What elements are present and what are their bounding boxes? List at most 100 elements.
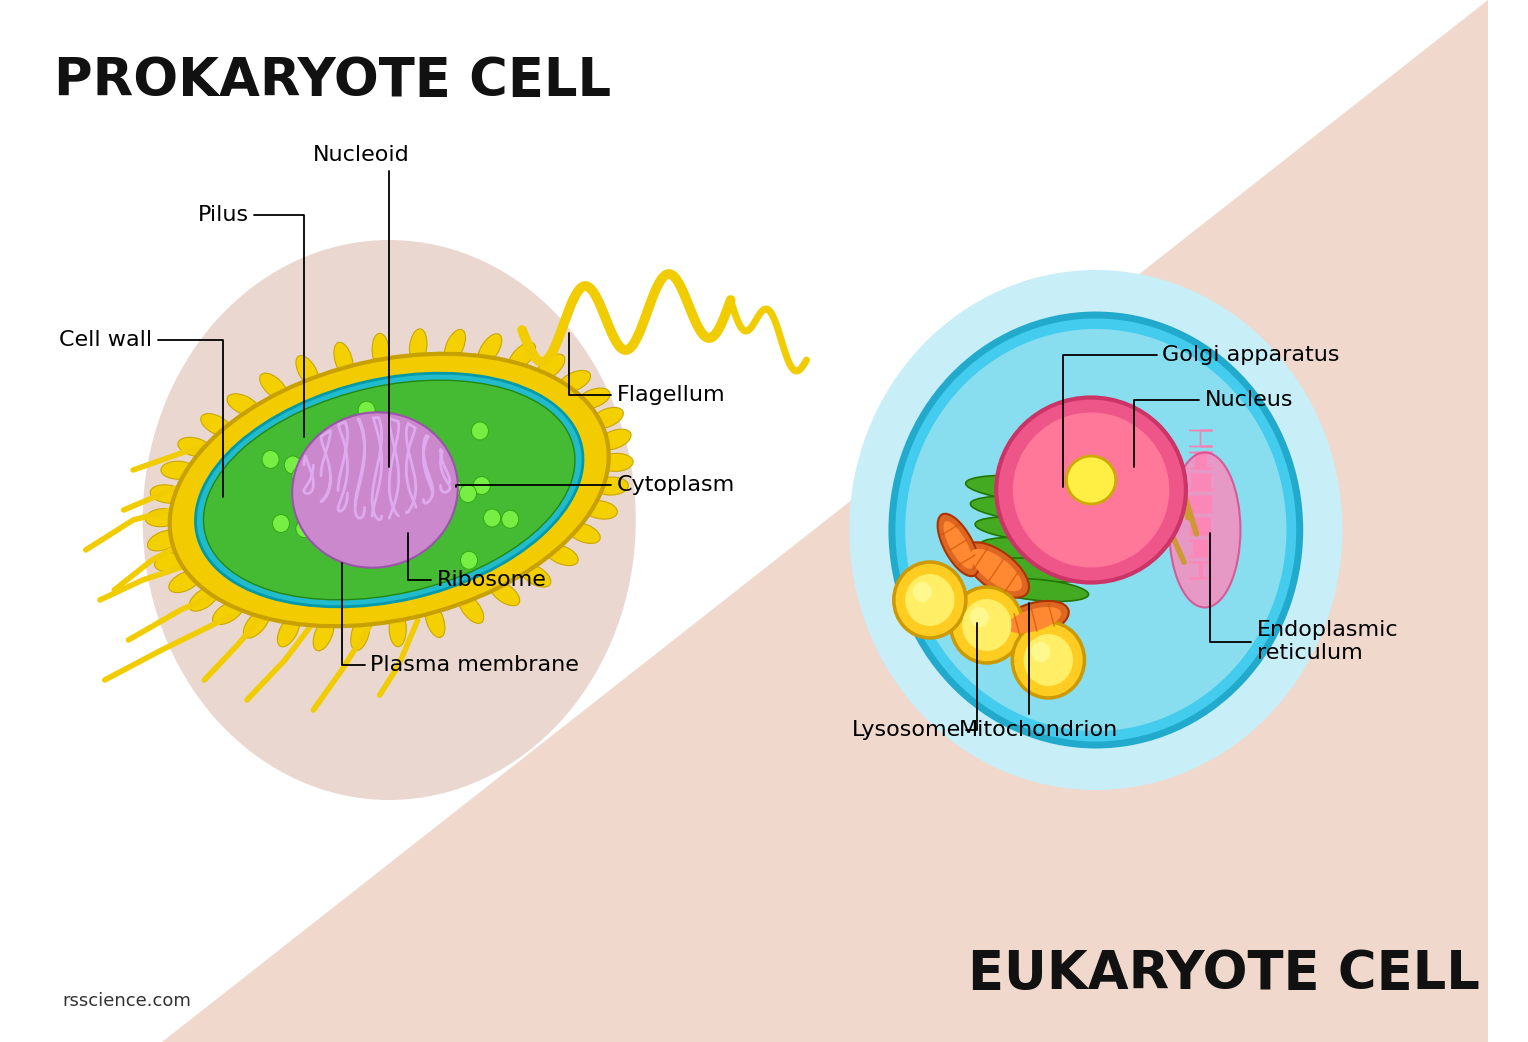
Ellipse shape xyxy=(979,538,1099,563)
Ellipse shape xyxy=(333,342,353,377)
Ellipse shape xyxy=(292,413,458,568)
Circle shape xyxy=(417,485,434,502)
Ellipse shape xyxy=(943,521,973,569)
Circle shape xyxy=(387,513,405,530)
Ellipse shape xyxy=(150,485,185,503)
Text: Golgi apparatus: Golgi apparatus xyxy=(1062,345,1340,488)
Ellipse shape xyxy=(189,587,219,612)
Ellipse shape xyxy=(170,571,200,593)
Ellipse shape xyxy=(578,388,610,408)
Ellipse shape xyxy=(892,315,1300,745)
Ellipse shape xyxy=(559,370,590,392)
Circle shape xyxy=(1031,642,1050,662)
Ellipse shape xyxy=(999,601,1068,639)
Ellipse shape xyxy=(390,611,406,647)
Circle shape xyxy=(1013,622,1085,698)
Ellipse shape xyxy=(296,355,319,388)
Circle shape xyxy=(970,607,989,627)
Text: Plasma membrane: Plasma membrane xyxy=(342,563,579,675)
Ellipse shape xyxy=(170,354,608,626)
Circle shape xyxy=(474,476,490,495)
Circle shape xyxy=(361,469,377,488)
Ellipse shape xyxy=(313,617,335,651)
Circle shape xyxy=(400,445,417,463)
Ellipse shape xyxy=(599,453,633,471)
Ellipse shape xyxy=(228,394,260,416)
Circle shape xyxy=(501,511,518,528)
Ellipse shape xyxy=(145,508,179,526)
Ellipse shape xyxy=(278,615,299,647)
Ellipse shape xyxy=(545,545,578,566)
Ellipse shape xyxy=(243,609,270,638)
Ellipse shape xyxy=(536,354,565,380)
Ellipse shape xyxy=(177,438,211,456)
Ellipse shape xyxy=(410,329,426,365)
Circle shape xyxy=(460,551,478,569)
Ellipse shape xyxy=(905,329,1287,731)
Ellipse shape xyxy=(509,343,535,371)
Ellipse shape xyxy=(970,549,1022,591)
Ellipse shape xyxy=(599,429,631,450)
Ellipse shape xyxy=(966,475,1112,504)
Text: Ribosome: Ribosome xyxy=(408,532,547,590)
Ellipse shape xyxy=(203,380,575,600)
Circle shape xyxy=(284,456,301,474)
Ellipse shape xyxy=(260,373,287,400)
Circle shape xyxy=(405,439,422,456)
Text: Lysosome: Lysosome xyxy=(851,623,978,740)
Circle shape xyxy=(370,516,387,535)
Circle shape xyxy=(471,422,489,440)
Ellipse shape xyxy=(154,552,188,571)
Ellipse shape xyxy=(458,594,484,623)
Ellipse shape xyxy=(850,270,1343,790)
Text: Endoplasmic
reticulum: Endoplasmic reticulum xyxy=(1210,532,1398,663)
Circle shape xyxy=(370,525,387,544)
Ellipse shape xyxy=(478,333,501,365)
Ellipse shape xyxy=(520,564,550,587)
Ellipse shape xyxy=(212,601,243,624)
Ellipse shape xyxy=(445,329,466,363)
Ellipse shape xyxy=(989,578,1088,601)
Text: EUKARYOTE CELL: EUKARYOTE CELL xyxy=(967,948,1479,1000)
Circle shape xyxy=(894,562,966,638)
Ellipse shape xyxy=(148,530,180,551)
Circle shape xyxy=(950,587,1022,663)
Circle shape xyxy=(367,525,384,543)
Circle shape xyxy=(368,457,385,475)
Circle shape xyxy=(358,546,374,564)
Text: Mitochondrion: Mitochondrion xyxy=(960,602,1118,740)
Circle shape xyxy=(423,461,440,478)
Ellipse shape xyxy=(594,477,628,495)
Ellipse shape xyxy=(489,580,520,605)
Ellipse shape xyxy=(567,523,601,544)
Circle shape xyxy=(460,485,477,502)
Ellipse shape xyxy=(584,500,617,519)
Text: PROKARYOTE CELL: PROKARYOTE CELL xyxy=(53,55,611,107)
Ellipse shape xyxy=(351,616,370,650)
Ellipse shape xyxy=(996,397,1186,582)
Circle shape xyxy=(272,515,289,532)
Ellipse shape xyxy=(200,414,232,437)
Text: Nucleoid: Nucleoid xyxy=(312,145,410,467)
Ellipse shape xyxy=(975,517,1103,543)
Text: Cytoplasm: Cytoplasm xyxy=(455,475,735,495)
Ellipse shape xyxy=(1169,452,1241,607)
Circle shape xyxy=(296,520,313,538)
Text: Cell wall: Cell wall xyxy=(60,330,223,497)
Text: Nucleus: Nucleus xyxy=(1134,390,1293,467)
Ellipse shape xyxy=(1013,413,1169,568)
Ellipse shape xyxy=(1007,606,1062,634)
Ellipse shape xyxy=(984,557,1093,582)
Ellipse shape xyxy=(142,240,636,800)
Text: Pilus: Pilus xyxy=(197,205,304,438)
Circle shape xyxy=(963,599,1012,651)
Circle shape xyxy=(912,582,932,602)
Text: Flagellum: Flagellum xyxy=(570,332,726,405)
Ellipse shape xyxy=(591,407,623,428)
Polygon shape xyxy=(162,0,1488,1042)
Circle shape xyxy=(358,401,376,419)
Ellipse shape xyxy=(425,603,445,638)
Circle shape xyxy=(1024,634,1073,686)
Ellipse shape xyxy=(970,496,1108,524)
Circle shape xyxy=(905,574,955,626)
